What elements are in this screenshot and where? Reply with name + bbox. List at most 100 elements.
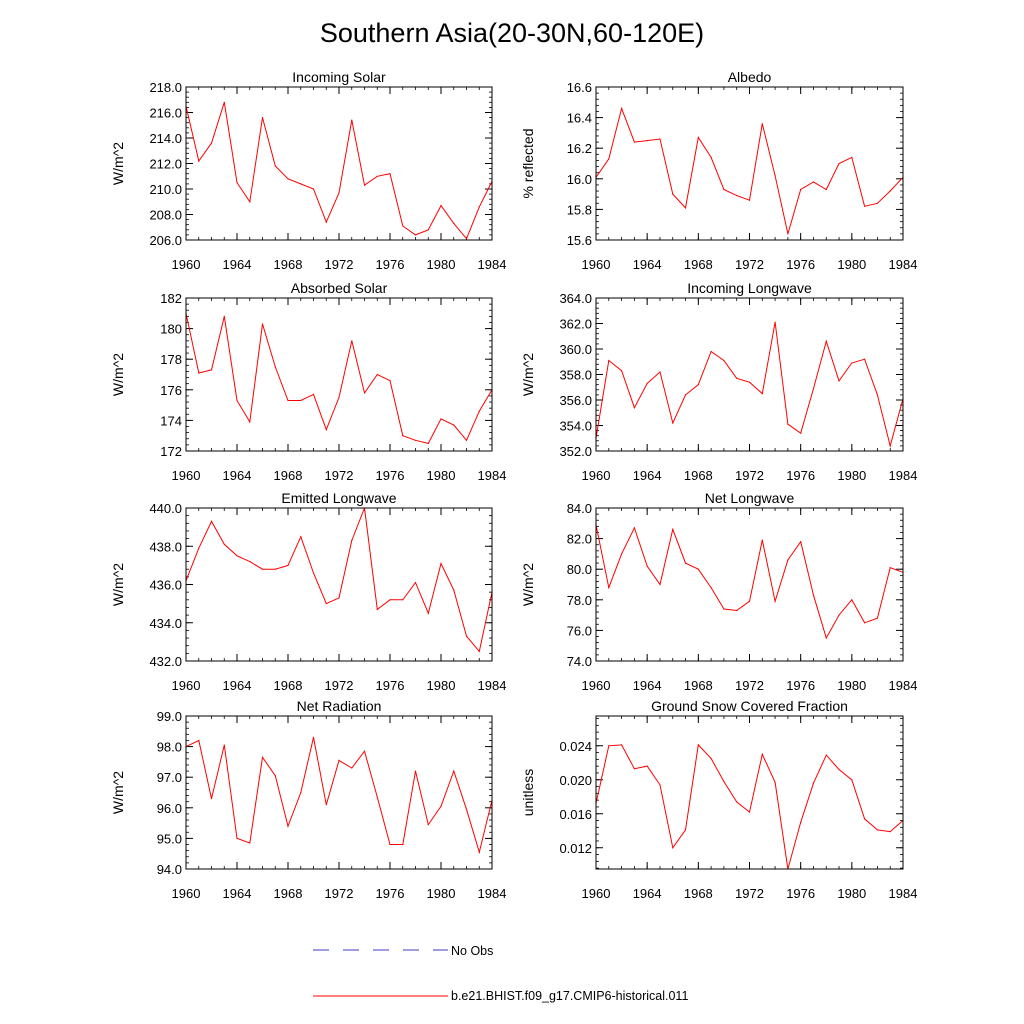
plot-frame (595, 297, 904, 452)
data-point (261, 568, 264, 570)
y-tick-label: 0.020 (559, 773, 592, 788)
data-point (851, 779, 853, 781)
y-tick-label: 218.0 (149, 80, 182, 95)
data-point (427, 442, 429, 444)
data-point (440, 418, 442, 420)
x-tick-label: 1976 (786, 257, 815, 272)
data-point (363, 750, 366, 752)
data-point (478, 206, 480, 208)
x-tick-label: 1984 (478, 886, 507, 901)
y-tick-label: 16.0 (567, 172, 592, 187)
data-point (414, 770, 417, 772)
data-point (325, 603, 327, 605)
y-tick-label: 16.2 (567, 141, 592, 156)
data-point (748, 381, 751, 383)
x-tick-label: 1976 (376, 257, 405, 272)
plot-frame (185, 86, 493, 241)
data-point (453, 770, 455, 772)
x-tick-label: 1984 (478, 468, 507, 483)
data-point (736, 609, 738, 612)
data-point (465, 808, 468, 810)
data-point (478, 410, 480, 412)
y-tick-label: 16.6 (567, 80, 592, 95)
data-point (351, 767, 353, 769)
x-tick-label: 1964 (223, 678, 252, 693)
y-tick-label: 206.0 (149, 233, 182, 248)
data-point (414, 439, 417, 441)
data-point (351, 119, 353, 121)
data-point (363, 392, 366, 394)
data-point (876, 617, 879, 619)
data-point (889, 567, 891, 569)
y-tick-label: 360.0 (559, 342, 592, 357)
data-point (440, 805, 442, 807)
x-tick-label: 1980 (837, 257, 866, 272)
data-point (646, 565, 648, 567)
y-tick-label: 438.0 (149, 539, 182, 554)
data-point (646, 382, 648, 384)
x-tick-label: 1972 (325, 257, 354, 272)
data-point (838, 162, 840, 165)
y-tick-label: 172 (160, 444, 182, 459)
y-axis-label: unitless (520, 769, 536, 816)
data-point (800, 541, 802, 543)
data-point (312, 188, 315, 190)
data-point (249, 561, 251, 563)
data-point (300, 536, 302, 538)
data-point (710, 587, 712, 589)
data-point (787, 423, 789, 425)
data-point (697, 744, 699, 746)
y-tick-label: 78.0 (567, 593, 592, 608)
data-point (659, 138, 661, 140)
y-tick-label: 84.0 (567, 501, 592, 516)
data-point (478, 851, 480, 853)
y-tick-label: 362.0 (559, 317, 592, 332)
x-tick-label: 1960 (172, 257, 201, 272)
y-tick-label: 174 (160, 413, 182, 428)
data-point (774, 600, 776, 602)
y-tick-label: 364.0 (559, 291, 592, 306)
data-point (838, 380, 840, 382)
data-point (338, 759, 340, 762)
data-point (864, 358, 866, 360)
x-tick-label: 1972 (735, 886, 764, 901)
data-point (621, 553, 623, 555)
data-point (838, 768, 840, 771)
x-tick-label: 1964 (223, 886, 252, 901)
x-tick-label: 1960 (172, 886, 201, 901)
y-tick-label: 98.0 (157, 740, 182, 755)
data-point (249, 842, 251, 844)
x-tick-label: 1968 (274, 468, 303, 483)
data-point (876, 829, 879, 831)
data-point (672, 528, 674, 531)
data-point (389, 599, 391, 601)
data-point (774, 321, 776, 323)
x-tick-label: 1984 (889, 886, 918, 901)
y-tick-label: 80.0 (567, 562, 592, 577)
y-axis-label: W/m^2 (110, 142, 126, 185)
chart-panel: Absorbed Solar W/m^2 1960 1964 1968 1972 1976 1… (110, 280, 506, 483)
data-point (608, 587, 610, 589)
y-tick-label: 97.0 (157, 770, 182, 785)
y-tick-label: 352.0 (559, 444, 592, 459)
x-tick-label: 1964 (633, 468, 662, 483)
data-point (210, 798, 213, 800)
data-point (659, 371, 661, 373)
data-point (621, 744, 623, 746)
data-point (684, 207, 687, 209)
data-point (287, 399, 289, 402)
data-point (198, 372, 200, 374)
data-point (672, 847, 674, 849)
y-tick-label: 358.0 (559, 368, 592, 383)
data-point (338, 597, 340, 599)
y-tick-label: 99.0 (157, 709, 182, 724)
data-point (300, 183, 302, 185)
y-tick-label: 216.0 (149, 106, 182, 121)
chart-panels: Incoming Solar W/m^2 1960 1964 1968 1972 1976 1… (110, 69, 917, 901)
chart-panel: Incoming Solar W/m^2 1960 1964 1968 1972 1976 1… (110, 69, 506, 272)
legend-obs-label: No Obs (451, 944, 493, 958)
data-point (427, 612, 429, 614)
data-point (223, 543, 225, 545)
x-tick-label: 1980 (427, 886, 456, 901)
y-tick-label: 356.0 (559, 393, 592, 408)
